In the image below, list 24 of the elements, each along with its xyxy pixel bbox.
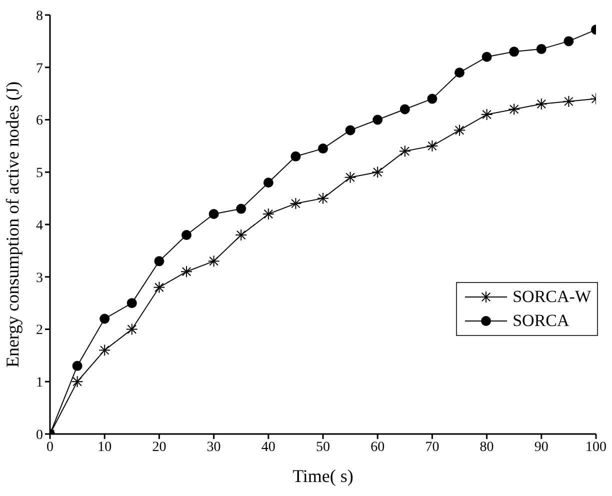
x-tick-label: 10 (98, 440, 112, 455)
x-tick-label: 20 (152, 440, 166, 455)
y-tick-label: 0 (36, 428, 43, 443)
y-tick-label: 7 (36, 61, 43, 76)
x-axis-title: Time( s) (292, 466, 354, 486)
y-tick-label: 6 (36, 114, 43, 129)
x-tick-label: 0 (46, 440, 54, 455)
x-tick-label: 30 (206, 440, 221, 455)
y-tick-label: 3 (36, 270, 43, 286)
legend-label: SORCA-W (512, 287, 591, 307)
y-tick-label: 8 (36, 8, 43, 24)
x-tick-label: 50 (316, 440, 330, 455)
y-tick-label: 1 (36, 376, 43, 391)
y-tick-label: 4 (36, 218, 43, 234)
x-tick-label: 40 (261, 440, 276, 455)
legend-label: SORCA (512, 311, 570, 331)
x-tick-label: 90 (534, 440, 548, 455)
y-tick-label: 5 (36, 166, 43, 182)
y-axis-title: Energy consumption of active nodes (J) (2, 81, 22, 368)
x-tick-label: 100 (586, 440, 606, 455)
x-tick-label: 80 (480, 440, 494, 455)
x-tick-label: 60 (370, 440, 385, 455)
y-tick-label: 2 (36, 323, 43, 338)
x-tick-label: 70 (425, 440, 440, 455)
